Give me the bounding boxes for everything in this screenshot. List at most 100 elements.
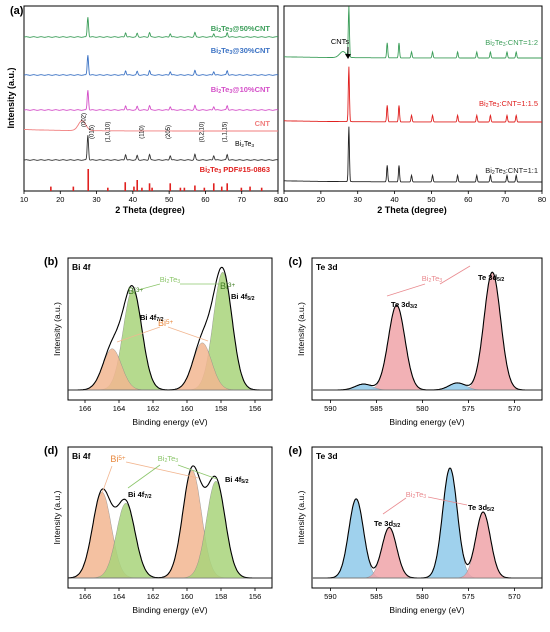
callout-line (177, 464, 218, 480)
bi3-label-left: Bi3+ (128, 286, 144, 296)
x-tick-label: 156 (249, 404, 262, 413)
y-axis-label: Intensity (a.u.) (296, 302, 306, 356)
callout-line (127, 464, 161, 489)
x-tick-label: 10 (20, 195, 28, 204)
x-tick-label: 575 (462, 592, 475, 601)
xps-panel-e: 590 585 580 575 570 (e) Te 3d Binding energy (e… (289, 445, 543, 615)
peak-label-3d32: Te 3d3/2 (374, 519, 400, 529)
callout-line (100, 465, 113, 497)
series-label: Bi2Te3@50%CNT (211, 24, 271, 34)
hkl-annotation: (015) (90, 125, 96, 139)
x-tick-label: 158 (215, 592, 228, 601)
cnts-annotation: CNTs (331, 37, 350, 46)
bi2te3-label: Bi2Te3 (158, 454, 179, 464)
xrd-panel-a: 10 20 30 40 50 60 70 80 (a) 2 Theta (degree) Inten… (6, 5, 282, 215)
x-tick-label: 50 (427, 195, 435, 204)
peak-label-4f52: Bi 4f5/2 (231, 292, 255, 302)
peak-label-4f52: Bi 4f5/2 (225, 475, 249, 485)
panel-label: (e) (289, 445, 303, 457)
x-tick-label: 40 (129, 195, 137, 204)
x-tick-label: 164 (113, 404, 126, 413)
xrd-trace (284, 6, 542, 59)
peak-label-4f72: Bi 4f7/2 (140, 313, 164, 323)
x-tick-label: 162 (147, 404, 160, 413)
x-tick-label: 80 (538, 195, 546, 204)
y-axis-label: Intensity (a.u.) (6, 67, 16, 128)
x-tick-label: 575 (462, 404, 475, 413)
peak-label-4f72: Bi 4f7/2 (128, 490, 152, 500)
plot-frame (311, 257, 543, 401)
peak-label-3d52: Te 3d5/2 (478, 273, 504, 283)
x-axis-label: 2 Theta (degree) (115, 205, 185, 215)
panel-label: (c) (289, 256, 303, 268)
plot-frame (67, 446, 273, 589)
x-tick-label: 160 (181, 404, 194, 413)
x-tick-label: 580 (416, 404, 429, 413)
hkl-annotation: (0,2,10) (200, 122, 206, 143)
x-tick-label: 158 (215, 404, 228, 413)
bi5-label: Bi5+ (158, 318, 174, 328)
x-axis-label: 2 Theta (degree) (377, 205, 447, 215)
x-tick-label: 30 (92, 195, 100, 204)
y-axis-label: Intensity (a.u.) (296, 490, 306, 544)
x-tick-label: 20 (56, 195, 64, 204)
callout-line (439, 265, 471, 285)
envelope-curve (68, 266, 272, 391)
x-tick-label: 166 (79, 404, 92, 413)
bi5-label: Bi5+ (110, 454, 126, 464)
callout-line (167, 326, 209, 342)
x-axis-label: Binding energy (eV) (389, 605, 464, 615)
panel-title: Te 3d (316, 262, 338, 272)
fit-component (312, 498, 542, 579)
bi2te3-label: Bi2Te3 (160, 275, 181, 285)
series-label: Bi2Te3@10%CNT (211, 85, 271, 95)
fit-component (312, 271, 542, 391)
x-tick-label: 590 (324, 592, 337, 601)
reference-label: Bi2Te3 PDF#15-0863 (200, 165, 270, 175)
envelope-curve (68, 465, 272, 579)
xrd-trace (23, 17, 278, 38)
panel-title: Bi 4f (72, 451, 91, 461)
xrd-trace (24, 120, 278, 132)
envelope-curve (312, 467, 542, 579)
series-label: Bi2Te3:CNT=1:2 (485, 38, 538, 48)
x-tick-label: 10 (280, 195, 288, 204)
x-tick-label: 570 (508, 592, 521, 601)
xrd-trace (23, 90, 278, 111)
x-tick-label: 60 (201, 195, 209, 204)
panel-label: (b) (44, 256, 58, 268)
xrd-trace (23, 55, 278, 76)
xps-panel-d: 166 164 162 160 158 156 (d) Bi 4f Binding energy… (44, 445, 273, 615)
xrd-panel-right: 10 20 30 40 50 60 70 80 2 Theta (degree) Bi2Te3:C… (280, 5, 546, 215)
x-tick-label: 156 (249, 592, 262, 601)
plot-frame (283, 5, 543, 192)
x-tick-label: 585 (370, 404, 383, 413)
series-label: Bi2Te3@30%CNT (211, 46, 271, 56)
callout-line (137, 283, 161, 291)
hkl-annotation: (1,0,10) (105, 122, 111, 143)
x-tick-label: 80 (274, 195, 282, 204)
xrd-trace (284, 66, 542, 123)
x-tick-label: 590 (324, 404, 337, 413)
x-axis-label: Binding energy (eV) (389, 417, 464, 427)
x-axis-label: Binding energy (eV) (132, 605, 207, 615)
series-label: Bi2Te3:CNT=1:1.5 (479, 99, 538, 109)
hkl-annotation: (110) (140, 125, 146, 139)
plot-frame (67, 257, 273, 401)
xrd-trace (284, 126, 542, 183)
callout-line (382, 497, 407, 515)
plot-frame (311, 446, 543, 589)
panel-title: Bi 4f (72, 262, 91, 272)
y-axis-label: Intensity (a.u.) (52, 490, 62, 544)
x-tick-label: 570 (508, 404, 521, 413)
x-tick-label: 70 (238, 195, 246, 204)
bi2te3-label: Bi2Te3 (406, 490, 427, 500)
xps-panel-c: 590 585 580 575 570 (c) Te 3d Binding energy (e… (289, 256, 543, 427)
x-tick-label: 580 (416, 592, 429, 601)
x-tick-label: 50 (165, 195, 173, 204)
callout-line (427, 496, 468, 506)
hkl-annotation: (002) (82, 113, 88, 127)
bi3-label-right: Bi3+ (220, 281, 236, 291)
x-tick-label: 162 (147, 592, 160, 601)
